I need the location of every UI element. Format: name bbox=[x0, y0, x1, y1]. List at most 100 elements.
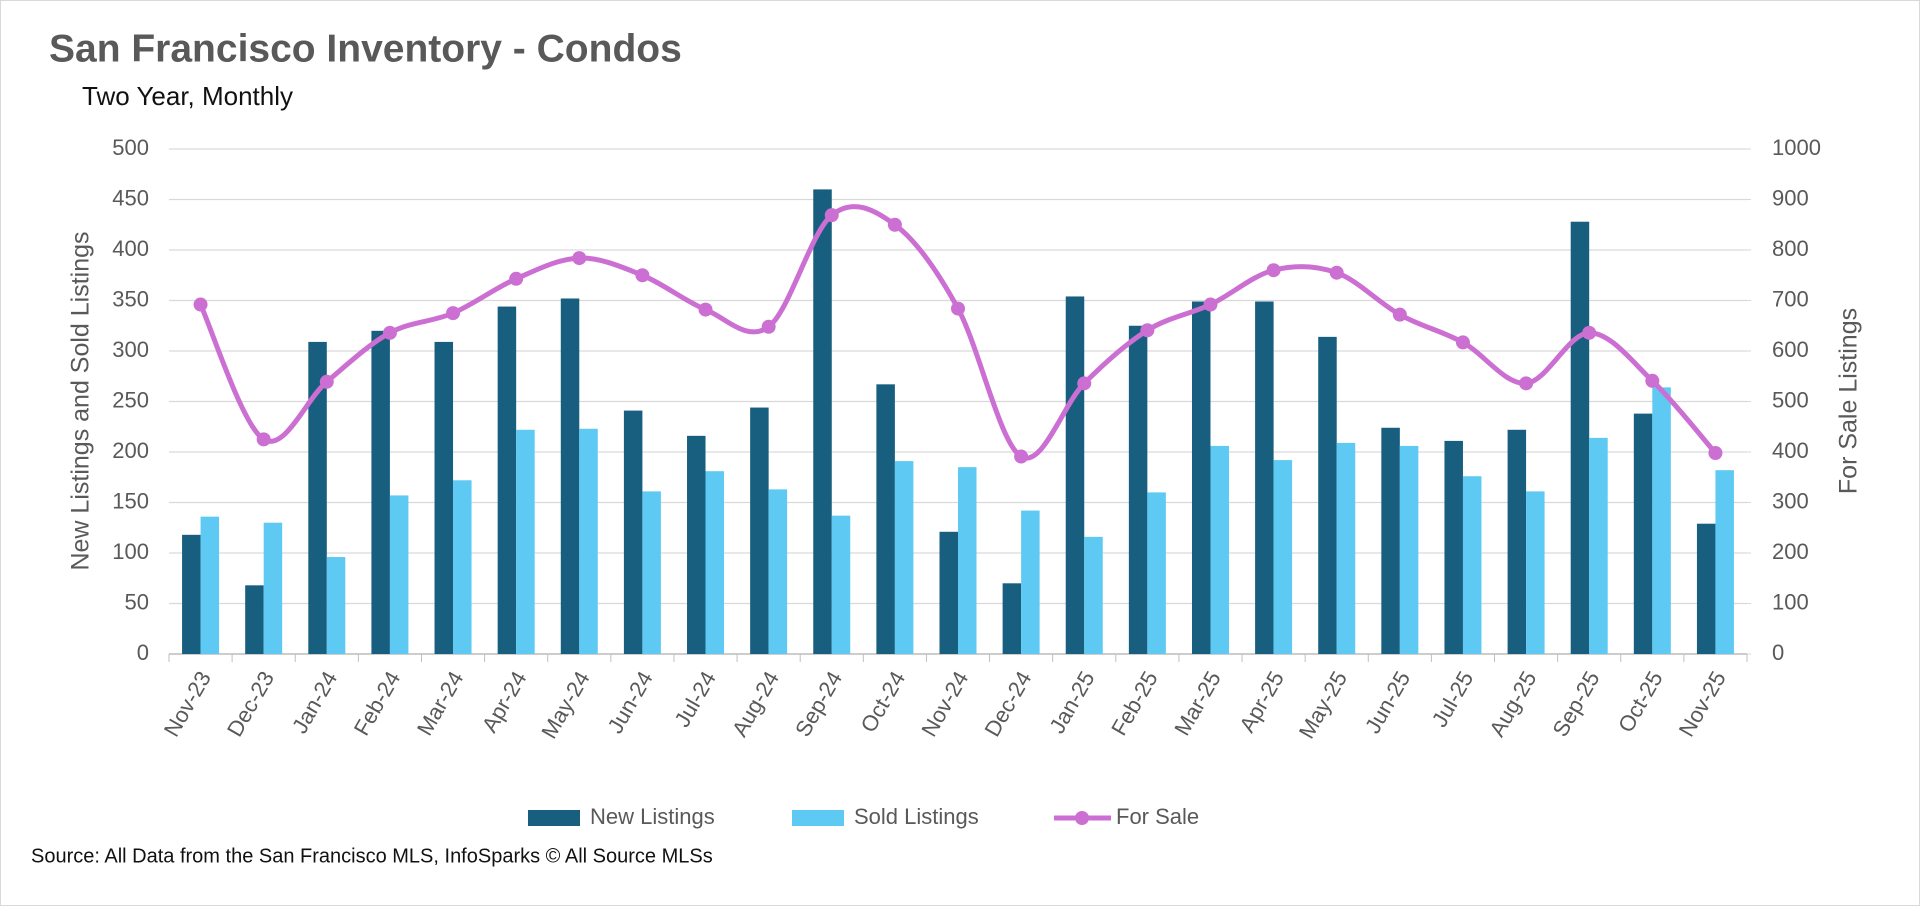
bar bbox=[1128, 325, 1148, 654]
y-tick-label: 200 bbox=[112, 438, 149, 463]
bar bbox=[813, 189, 832, 654]
bar bbox=[434, 341, 454, 654]
bar bbox=[1715, 470, 1734, 654]
bar bbox=[1399, 445, 1419, 654]
chart-subtitle: Two Year, Monthly bbox=[82, 81, 293, 111]
bar bbox=[1210, 445, 1229, 654]
line-marker bbox=[635, 268, 650, 283]
bar bbox=[560, 298, 580, 654]
line-marker bbox=[1519, 376, 1534, 391]
line-marker bbox=[1582, 325, 1597, 340]
line-marker bbox=[1708, 446, 1723, 461]
bar bbox=[308, 341, 327, 654]
legend-label: Sold Listings bbox=[854, 804, 979, 829]
bar bbox=[1147, 492, 1166, 654]
line-marker bbox=[193, 297, 208, 312]
legend-label: New Listings bbox=[590, 804, 715, 829]
bar bbox=[894, 461, 914, 654]
y-tick-label: 350 bbox=[112, 286, 149, 311]
bar bbox=[1507, 429, 1527, 654]
legend-swatch bbox=[1075, 811, 1089, 825]
bar bbox=[1002, 583, 1022, 654]
line-marker bbox=[1455, 335, 1470, 350]
bar bbox=[1084, 536, 1103, 654]
y2-tick-label: 400 bbox=[1772, 438, 1809, 463]
y-tick-label: 0 bbox=[137, 640, 149, 665]
bar bbox=[371, 330, 390, 654]
line-marker bbox=[698, 302, 713, 317]
bar bbox=[326, 557, 346, 654]
bar bbox=[1444, 440, 1463, 654]
y-tick-label: 300 bbox=[112, 337, 149, 362]
line-marker bbox=[887, 217, 902, 232]
bar bbox=[1191, 301, 1211, 654]
y-tick-label: 150 bbox=[112, 488, 149, 513]
bar bbox=[182, 534, 201, 654]
bar bbox=[768, 489, 788, 654]
line-marker bbox=[1392, 307, 1407, 322]
bar bbox=[1633, 413, 1653, 654]
line-marker bbox=[1645, 373, 1660, 388]
bar bbox=[453, 480, 472, 654]
y2-tick-label: 100 bbox=[1772, 589, 1809, 614]
source-note: Source: All Data from the San Francisco … bbox=[31, 845, 713, 867]
bar bbox=[1652, 387, 1671, 654]
bar bbox=[1381, 427, 1400, 654]
bar bbox=[1273, 460, 1293, 654]
line-marker bbox=[1266, 263, 1281, 278]
bar bbox=[1255, 301, 1274, 654]
bar bbox=[705, 471, 725, 654]
y2-tick-label: 900 bbox=[1772, 185, 1809, 210]
line-marker bbox=[951, 301, 965, 316]
legend-swatch bbox=[792, 810, 844, 826]
bar bbox=[1462, 476, 1482, 654]
bar bbox=[1589, 437, 1608, 654]
y2-tick-label: 800 bbox=[1772, 236, 1809, 261]
bar bbox=[389, 495, 409, 654]
y-tick-label: 500 bbox=[112, 135, 149, 160]
bar bbox=[750, 407, 769, 654]
y2-tick-label: 0 bbox=[1772, 640, 1784, 665]
y2-tick-label: 200 bbox=[1772, 539, 1809, 564]
bar bbox=[939, 531, 958, 654]
bar bbox=[497, 306, 517, 654]
line-marker bbox=[761, 319, 776, 334]
y2-tick-label: 500 bbox=[1772, 387, 1809, 412]
line-marker bbox=[572, 251, 587, 266]
line-marker bbox=[382, 325, 397, 340]
line-marker bbox=[319, 374, 334, 389]
bar bbox=[579, 428, 598, 654]
bar bbox=[245, 585, 264, 654]
y-tick-label: 100 bbox=[112, 539, 149, 564]
bar bbox=[623, 410, 643, 654]
y-tick-label: 50 bbox=[125, 589, 149, 614]
line-marker bbox=[1329, 265, 1344, 280]
bar bbox=[1526, 491, 1545, 654]
bar bbox=[1696, 523, 1716, 654]
line-marker bbox=[509, 271, 524, 286]
chart-title: San Francisco Inventory - Condos bbox=[49, 27, 682, 70]
y2-tick-label: 300 bbox=[1772, 488, 1809, 513]
line-marker bbox=[824, 208, 839, 223]
bar bbox=[1021, 510, 1040, 654]
bar bbox=[263, 522, 283, 654]
y-tick-label: 450 bbox=[112, 185, 149, 210]
line-marker bbox=[1203, 297, 1218, 312]
bar bbox=[516, 429, 535, 654]
y2-axis-title: For Sale Listings bbox=[1835, 308, 1863, 494]
bar bbox=[831, 515, 851, 654]
legend-swatch bbox=[528, 810, 580, 826]
legend-label: For Sale bbox=[1116, 804, 1199, 829]
bar bbox=[1336, 442, 1356, 654]
bar bbox=[876, 384, 895, 654]
line-marker bbox=[1140, 323, 1155, 338]
bar bbox=[958, 467, 977, 654]
y-tick-label: 250 bbox=[112, 387, 149, 412]
y-axis-title: New Listings and Sold Listings bbox=[67, 231, 95, 570]
bar bbox=[1318, 336, 1337, 654]
y-tick-label: 400 bbox=[112, 236, 149, 261]
bar bbox=[642, 491, 661, 654]
